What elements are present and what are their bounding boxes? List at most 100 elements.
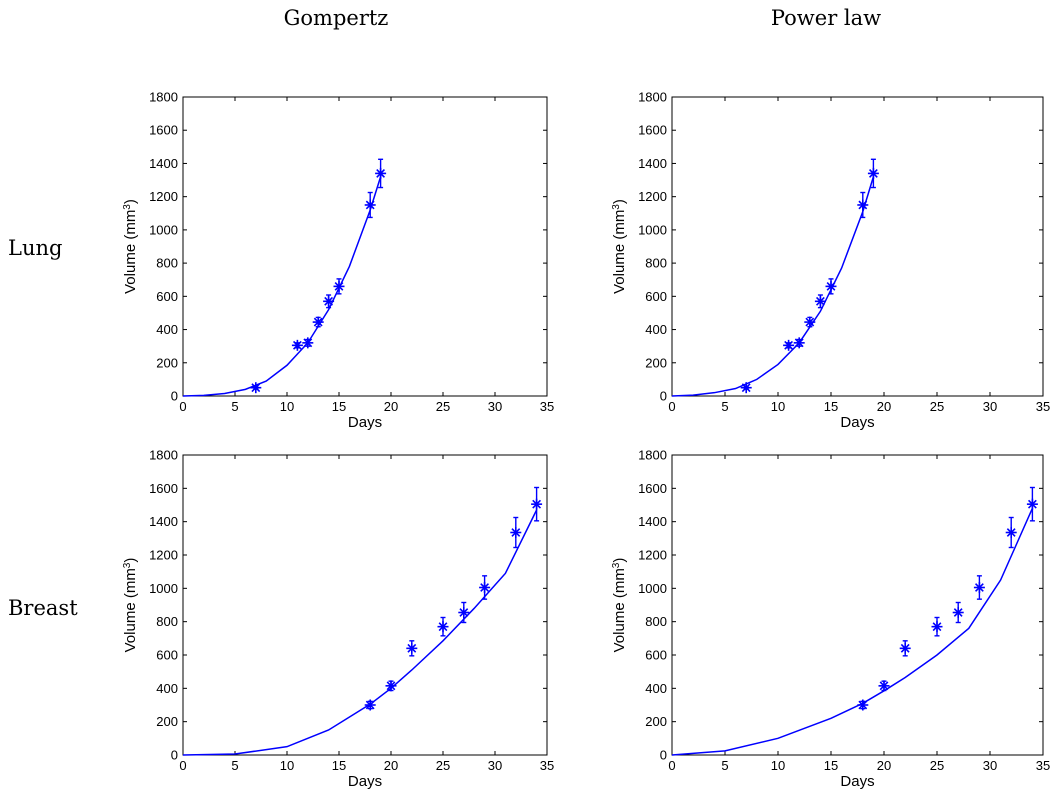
fit-curve <box>182 176 382 397</box>
chart-panel-breast-gompertz: 0 5 10 15 20 25 30 35 0 200 400 600 800 1000 1200 1400 1… <box>122 448 555 791</box>
plot-frame <box>182 454 548 756</box>
chart-panel-breast-power-law: 0 5 10 15 20 25 30 35 0 200 400 600 800 1000 1200 1400 1… <box>611 448 1051 791</box>
data-point <box>1005 516 1017 549</box>
y-tick-label: 1400 <box>149 514 178 529</box>
asterisk-marker <box>386 681 396 691</box>
x-tick-label: 30 <box>983 399 997 414</box>
x-tick-label: 20 <box>877 399 891 414</box>
y-tick-label: 1000 <box>149 581 178 596</box>
x-tick-label: 15 <box>824 399 838 414</box>
data-point <box>814 294 826 309</box>
asterisk-marker <box>815 296 825 306</box>
y-tick-label: 0 <box>171 748 178 763</box>
data-point <box>510 516 522 549</box>
data-point <box>458 601 470 624</box>
data-point <box>364 191 376 219</box>
x-tick-label: 25 <box>436 399 450 414</box>
asterisk-marker <box>324 296 334 306</box>
y-tick-label: 1200 <box>149 548 178 563</box>
plot-frame <box>671 454 1044 756</box>
x-axis-label: Days <box>840 773 874 790</box>
x-tick-label: 10 <box>771 758 785 773</box>
y-tick-label: 200 <box>645 355 667 370</box>
asterisk-marker <box>251 383 261 393</box>
x-tick-label: 30 <box>488 399 502 414</box>
data-point <box>783 339 795 351</box>
asterisk-marker <box>1027 499 1037 509</box>
y-tick-label: 1400 <box>149 156 178 171</box>
x-axis-label: Days <box>348 414 382 431</box>
x-tick-label: 30 <box>983 758 997 773</box>
data-point <box>1026 486 1038 522</box>
y-tick-label: 0 <box>171 389 178 404</box>
asterisk-marker <box>480 583 490 592</box>
x-tick-label: 10 <box>280 399 294 414</box>
x-tick-label: 5 <box>231 758 238 773</box>
x-tick-label: 25 <box>930 399 944 414</box>
y-tick-label: 1200 <box>638 548 667 563</box>
y-tick-label: 1800 <box>149 90 178 105</box>
data-point <box>406 640 418 657</box>
y-tick-label: 1200 <box>638 189 667 204</box>
y-tick-label: 1800 <box>638 90 667 105</box>
data-point <box>531 486 543 522</box>
data-point <box>302 337 314 349</box>
fit-curve <box>182 509 538 756</box>
y-axis-label: Volume (mm3) <box>611 199 629 294</box>
y-tick-label: 600 <box>645 648 667 663</box>
asterisk-marker <box>313 317 323 327</box>
y-tick-label: 1800 <box>149 448 178 463</box>
y-axis-label: Volume (mm3) <box>611 558 629 653</box>
y-tick-label: 400 <box>645 322 667 337</box>
asterisk-marker <box>805 317 815 327</box>
data-point <box>740 382 752 394</box>
data-point <box>291 339 303 351</box>
x-tick-label: 25 <box>930 758 944 773</box>
y-tick-label: 200 <box>156 355 178 370</box>
data-point <box>952 601 964 624</box>
x-tick-label: 25 <box>436 758 450 773</box>
y-tick-label: 1600 <box>149 481 178 496</box>
y-tick-label: 400 <box>156 322 178 337</box>
asterisk-marker <box>376 168 386 178</box>
y-tick-label: 1000 <box>149 222 178 237</box>
data-point <box>793 337 805 349</box>
data-point <box>312 316 324 328</box>
y-tick-label: 1000 <box>638 581 667 596</box>
data-point <box>479 575 491 600</box>
asterisk-marker <box>953 608 963 617</box>
plot-frame <box>182 96 548 397</box>
x-tick-label: 35 <box>1036 758 1050 773</box>
x-tick-label: 15 <box>332 399 346 414</box>
asterisk-marker <box>900 643 910 653</box>
asterisk-marker <box>407 643 417 653</box>
data-point <box>437 616 449 637</box>
asterisk-marker <box>826 281 836 291</box>
y-tick-label: 400 <box>645 681 667 696</box>
y-tick-label: 1200 <box>149 189 178 204</box>
y-tick-label: 800 <box>156 614 178 629</box>
asterisk-marker <box>1006 528 1016 537</box>
x-tick-label: 20 <box>877 758 891 773</box>
y-tick-label: 1600 <box>638 481 667 496</box>
y-tick-label: 800 <box>645 614 667 629</box>
asterisk-marker <box>858 200 868 210</box>
data-point <box>825 278 837 295</box>
asterisk-marker <box>459 608 469 617</box>
y-axis-label: Volume (mm3) <box>122 558 140 653</box>
x-tick-label: 0 <box>668 758 675 773</box>
asterisk-marker <box>438 622 448 632</box>
asterisk-marker <box>511 528 521 537</box>
data-point <box>250 382 262 394</box>
row-title-lung: Lung <box>8 236 63 260</box>
asterisk-marker <box>858 700 868 710</box>
data-point <box>878 680 890 692</box>
y-tick-label: 1400 <box>638 514 667 529</box>
x-tick-label: 0 <box>179 399 186 414</box>
x-tick-label: 5 <box>721 399 728 414</box>
asterisk-marker <box>365 200 375 210</box>
y-tick-label: 1800 <box>638 448 667 463</box>
x-tick-label: 0 <box>668 399 675 414</box>
y-tick-label: 1000 <box>638 222 667 237</box>
